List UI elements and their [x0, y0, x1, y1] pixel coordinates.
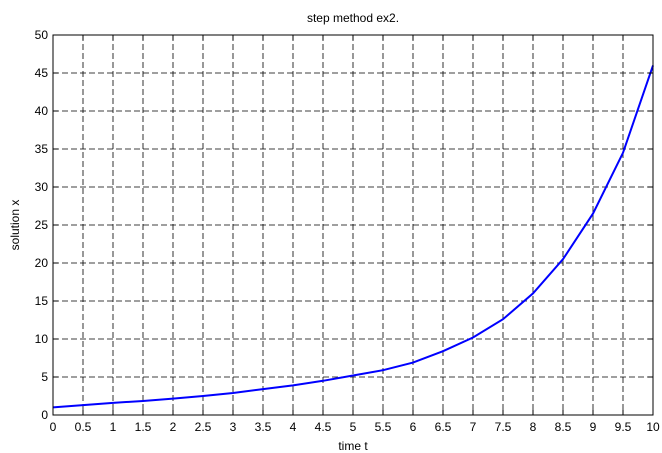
y-tick-label: 45: [35, 66, 49, 80]
x-tick-label: 5: [350, 420, 357, 434]
series-line: [52, 65, 654, 409]
x-tick-label: 3.5: [255, 420, 272, 434]
y-tick-label: 5: [41, 370, 48, 384]
x-tick-label: 4.5: [315, 420, 332, 434]
x-tick-label: 8: [530, 420, 537, 434]
x-tick-label: 2: [170, 420, 177, 434]
x-tick-label: 1.5: [135, 420, 152, 434]
x-tick-label: 7.5: [495, 420, 512, 434]
x-tick-label: 1: [110, 420, 117, 434]
x-tick-label: 8.5: [555, 420, 572, 434]
y-tick-label: 50: [35, 28, 49, 42]
ticks: [52, 34, 654, 416]
chart-title: step method ex2.: [307, 11, 399, 25]
x-tick-label: 0: [50, 420, 57, 434]
x-tick-label: 6.5: [435, 420, 452, 434]
x-axis-label: time t: [338, 439, 368, 453]
x-tick-label: 9.5: [615, 420, 632, 434]
x-tick-label: 6: [410, 420, 417, 434]
y-tick-label: 15: [35, 294, 49, 308]
y-axis-label: solution x: [8, 200, 22, 251]
grid: [53, 35, 653, 415]
y-tick-label: 35: [35, 142, 49, 156]
y-tick-label: 25: [35, 218, 49, 232]
x-tick-label: 2.5: [195, 420, 212, 434]
x-tick-label: 3: [230, 420, 237, 434]
x-tick-label: 9: [590, 420, 597, 434]
y-tick-label: 20: [35, 256, 49, 270]
y-tick-label: 10: [35, 332, 49, 346]
y-tick-label: 30: [35, 180, 49, 194]
series-layer: [52, 65, 654, 409]
y-tick-label: 40: [35, 104, 49, 118]
x-tick-label: 10: [646, 420, 660, 434]
x-tick-label: 0.5: [75, 420, 92, 434]
x-tick-label: 7: [470, 420, 477, 434]
tick-labels: 0 0.5 1 1.5 2 2.5 3 3.5 4 4.5 5 5.5 6 6.5 7 7.5 8 8.5 9 9.5…: [35, 28, 660, 434]
x-tick-label: 4: [290, 420, 297, 434]
x-tick-label: 5.5: [375, 420, 392, 434]
y-tick-label: 0: [41, 408, 48, 422]
